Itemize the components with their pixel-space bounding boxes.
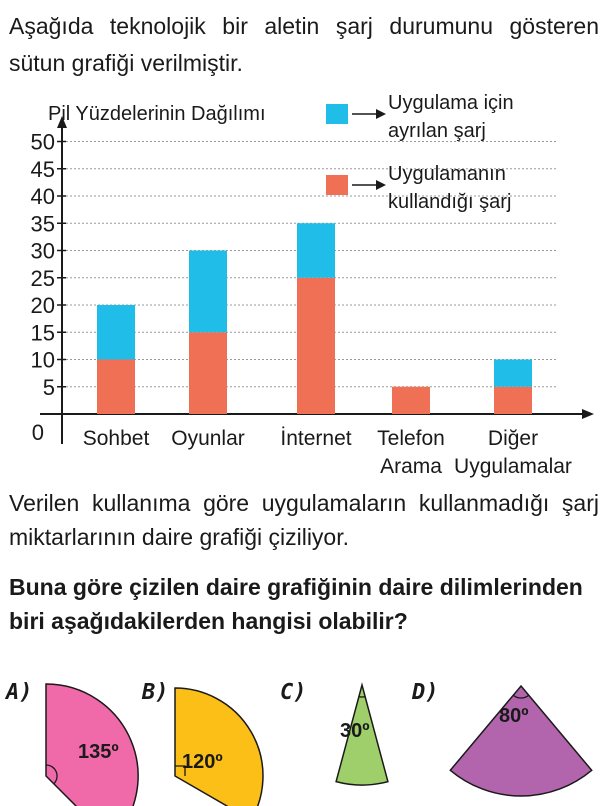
y-tick-label: 40 xyxy=(31,184,55,209)
legend-label: Uygulama için xyxy=(388,92,514,114)
option-b-label[interactable]: B) xyxy=(142,680,169,705)
y-tick-label: 10 xyxy=(31,348,55,373)
y-tick-label: 0 xyxy=(32,420,44,445)
bar-segment xyxy=(494,386,532,414)
bar-segment xyxy=(97,359,135,414)
bar-segment xyxy=(494,359,532,387)
option-b-angle-text: 120º xyxy=(182,751,223,773)
y-tick-label: 45 xyxy=(31,157,55,182)
option-c-label[interactable]: C) xyxy=(280,680,307,705)
stacked-bar-chart: Pil Yüzdelerinin Dağılımı051015202530354… xyxy=(31,92,594,478)
x-axis-arrow xyxy=(582,409,594,419)
option-d-label[interactable]: D) xyxy=(412,680,439,705)
x-tick-label: Diğer xyxy=(488,427,538,450)
option-d-slice xyxy=(449,684,593,797)
option-d-angle-text: 80º xyxy=(499,705,529,727)
option-c-slice xyxy=(335,682,389,786)
y-tick-label: 20 xyxy=(31,293,55,318)
option-a-label[interactable]: A) xyxy=(6,680,33,705)
bar-segment xyxy=(97,305,135,360)
legend-label: kullandığı şarj xyxy=(388,191,511,213)
bar-segment xyxy=(297,223,335,278)
legend-label: Uygulamanın xyxy=(388,163,506,185)
y-tick-label: 50 xyxy=(31,130,55,155)
bar-segment xyxy=(189,250,227,333)
bar-segment xyxy=(297,277,335,414)
option-a-slice xyxy=(45,683,139,806)
y-tick-label: 25 xyxy=(31,266,55,291)
option-d-angle-mark xyxy=(512,694,530,699)
bar-segment xyxy=(189,332,227,414)
x-tick-label: Uygulamalar xyxy=(454,455,572,478)
option-b-slice xyxy=(174,687,264,806)
paragraph-text: Verilen kullanıma göre uygulamaların kul… xyxy=(9,490,599,550)
chart-title: Pil Yüzdelerinin Dağılımı xyxy=(48,103,266,125)
y-tick-label: 30 xyxy=(31,239,55,264)
intro-text: Aşağıda teknolojik bir aletin şarj durum… xyxy=(9,13,599,76)
x-tick-label: Sohbet xyxy=(83,427,150,450)
x-tick-label: Oyunlar xyxy=(171,427,245,450)
option-c-angle-text: 30º xyxy=(340,720,370,742)
legend-arrowhead xyxy=(376,180,386,190)
y-tick-label: 35 xyxy=(31,211,55,236)
legend-arrowhead xyxy=(376,109,386,119)
y-tick-label: 15 xyxy=(31,320,55,345)
legend-swatch xyxy=(326,175,348,195)
option-a-angle-mark xyxy=(45,764,58,785)
option-a-angle-text: 135º xyxy=(78,741,119,763)
option-b-angle-mark xyxy=(175,765,186,776)
bar-segment xyxy=(392,386,430,414)
legend-label: ayrılan şarj xyxy=(388,120,486,142)
x-tick-label: İnternet xyxy=(280,427,351,450)
x-tick-label: Arama xyxy=(380,455,442,478)
y-tick-label: 5 xyxy=(43,375,55,400)
x-tick-label: Telefon xyxy=(377,427,445,450)
question-text: Buna göre çizilen daire grafiğinin daire… xyxy=(9,574,583,634)
legend-swatch xyxy=(326,104,348,124)
y-axis-arrow xyxy=(57,116,67,128)
